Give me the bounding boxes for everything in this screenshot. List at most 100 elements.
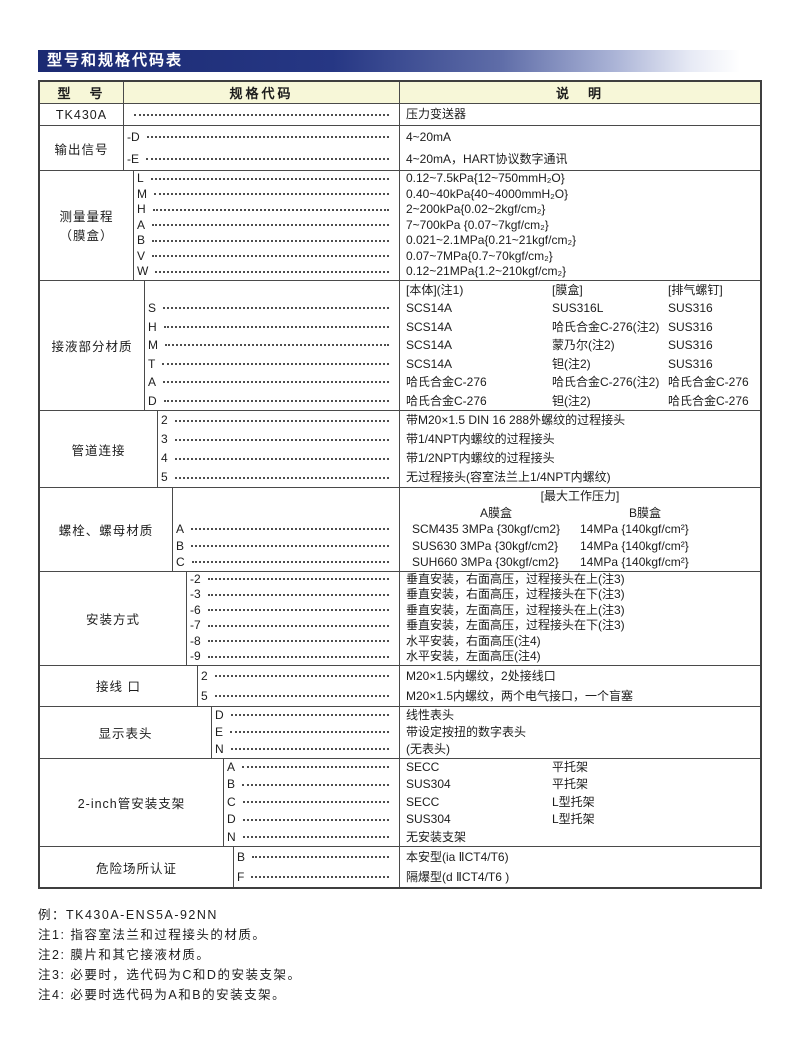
code-value: V bbox=[137, 248, 146, 263]
desc-row: 0.12~7.5kPa{12~750mmH₂O} bbox=[406, 171, 565, 185]
leader-dots bbox=[191, 544, 389, 547]
leader-dots bbox=[207, 655, 389, 658]
code-column: -2 -3 -6 -7 -8 -9 bbox=[187, 572, 399, 665]
leader-dots bbox=[152, 224, 389, 227]
desc-row: SUS304 L型托架 bbox=[400, 811, 760, 829]
code-value: -9 bbox=[190, 649, 201, 663]
spec-table: 型 号 规格代码 说 明 TK430A 压力变送器 输出信号 -D -E 4~2… bbox=[38, 80, 762, 889]
code-row: V bbox=[134, 249, 399, 265]
leader-dots bbox=[207, 640, 389, 643]
desc-row: 哈氏合金C-276 哈氏合金C-276(注2) 哈氏合金C-276 bbox=[400, 373, 760, 392]
code-row: -3 bbox=[187, 587, 399, 603]
code-value: -6 bbox=[190, 602, 201, 617]
code-row: H bbox=[134, 202, 399, 218]
section-mounting-bracket: 2-inch管安装支架 A B C D N SECC 平托架 SUS304 平托架 … bbox=[40, 757, 760, 847]
pressure-b: 14MPa {140kgf/cm²} bbox=[580, 538, 689, 553]
code-value: A bbox=[137, 217, 146, 232]
code-value: E bbox=[215, 724, 224, 739]
desc-row: 无安装支架 bbox=[400, 829, 760, 847]
code-value: 2 bbox=[201, 668, 208, 683]
leader-dots bbox=[152, 255, 389, 258]
code-column: -D -E bbox=[124, 126, 399, 170]
code-value: B bbox=[137, 233, 146, 247]
code-row: W bbox=[134, 264, 399, 280]
desc-row: SCS14A 蒙乃尔(注2) SUS316 bbox=[400, 336, 760, 355]
desc-row: SCS14A 钽(注2) SUS316 bbox=[400, 355, 760, 374]
code-row bbox=[124, 104, 399, 125]
code-value: 4 bbox=[161, 451, 168, 465]
code-value: M bbox=[148, 338, 158, 352]
code-row: C bbox=[224, 794, 399, 812]
desc-column: 带M20×1.5 DIN 16 288外螺纹的过程接头 带1/4NPT内螺纹的过… bbox=[399, 411, 760, 487]
bracket-material: SECC bbox=[406, 794, 440, 809]
desc-row: 带M20×1.5 DIN 16 288外螺纹的过程接头 bbox=[406, 413, 626, 427]
desc-row: 无过程接头(容室法兰上1/4NPT内螺纹) bbox=[406, 470, 611, 484]
material-vent: SUS316 bbox=[668, 319, 713, 334]
section-measuring-range: 测量量程 （膜盒） L M H A B V W 0.12~7.5kPa{12~7… bbox=[40, 170, 760, 280]
desc-row: 垂直安装，右面高压，过程接头在上(注3) bbox=[406, 571, 625, 586]
code-value: N bbox=[227, 829, 236, 844]
max-working-pressure-header: [最大工作压力] bbox=[540, 489, 620, 503]
pressure-a: SCM435 3MPa {30kgf/cm2} bbox=[412, 522, 561, 536]
code-column: L M H A B V W bbox=[134, 171, 399, 280]
code-column: 2 3 4 5 bbox=[158, 411, 399, 487]
code-row: F bbox=[234, 867, 399, 887]
code-row: C bbox=[173, 554, 399, 571]
desc-row: 7~700kPa {0.07~7kgf/cm₂} bbox=[406, 217, 549, 232]
code-row: 5 bbox=[158, 468, 399, 487]
code-row: S bbox=[145, 299, 399, 318]
code-row: B bbox=[224, 776, 399, 794]
desc-row: (无表头) bbox=[406, 741, 450, 756]
code-column: S H M T A D bbox=[145, 281, 399, 411]
material-body: SCS14A bbox=[406, 301, 453, 315]
bracket-type bbox=[552, 829, 760, 847]
desc-row: M20×1.5内螺纹，2处接线口 bbox=[406, 668, 556, 683]
code-value: M bbox=[137, 186, 147, 201]
leader-dots bbox=[242, 836, 389, 839]
desc-row: 4~20mA bbox=[406, 130, 452, 144]
bracket-material: 无安装支架 bbox=[406, 829, 467, 844]
material-body: SCS14A bbox=[406, 319, 453, 334]
code-value: 5 bbox=[161, 470, 168, 484]
leader-dots bbox=[230, 748, 389, 750]
section-label: 2-inch管安装支架 bbox=[40, 758, 224, 846]
desc-row: SECC L型托架 bbox=[400, 794, 760, 812]
code-column bbox=[124, 104, 399, 125]
desc-row: 带1/4NPT内螺纹的过程接头 bbox=[406, 432, 555, 446]
section-hazardous-certification: 危险场所认证 B F 本安型(ia ⅡCT4/T6) 隔爆型(d ⅡCT4/T6… bbox=[40, 846, 760, 887]
desc-row: 0.12~21MPa{1.2~210kgf/cm₂} bbox=[406, 264, 567, 278]
material-body: 哈氏合金C-276 bbox=[406, 375, 487, 389]
leader-dots bbox=[155, 270, 389, 273]
code-value: N bbox=[215, 741, 224, 756]
desc-row: 水平安装，左面高压(注4) bbox=[406, 649, 541, 663]
material-capsule: 钽(注2) bbox=[552, 393, 591, 408]
pressure-a: SUH660 3MPa {30kgf/cm2} bbox=[412, 555, 559, 569]
material-capsule: 钽(注2) bbox=[552, 356, 591, 371]
leader-dots bbox=[174, 438, 389, 441]
desc-row: 带1/2NPT内螺纹的过程接头 bbox=[406, 451, 555, 465]
code-row: B bbox=[234, 847, 399, 867]
code-row-blank bbox=[145, 281, 399, 300]
code-column: A B C D N bbox=[224, 759, 399, 847]
code-value: C bbox=[176, 555, 185, 569]
code-value: -E bbox=[127, 152, 139, 166]
code-row-blank bbox=[173, 488, 399, 505]
leader-dots bbox=[174, 419, 389, 422]
material-vent: SUS316 bbox=[668, 301, 713, 315]
header-code: 规格代码 bbox=[124, 82, 399, 103]
section-label: 安装方式 bbox=[40, 571, 187, 665]
desc-column: 垂直安装，右面高压，过程接头在上(注3) 垂直安装，右面高压，过程接头在下(注3… bbox=[399, 571, 760, 665]
desc-row: SUS630 3MPa {30kgf/cm2} 14MPa {140kgf/cm²… bbox=[400, 538, 760, 555]
desc-column: 0.12~7.5kPa{12~750mmH₂O} 0.40~40kPa{40~4… bbox=[399, 171, 760, 280]
leader-dots bbox=[163, 399, 389, 402]
code-value: S bbox=[148, 301, 157, 315]
code-row: N bbox=[224, 829, 399, 847]
footnotes: 例：TK430A-ENS5A-92NN 注1: 指容室法兰和过程接头的材质。 注… bbox=[38, 905, 762, 1005]
desc-row: M20×1.5内螺纹，两个电气接口，一个盲塞 bbox=[406, 688, 634, 703]
section-label-line1: 测量量程 bbox=[59, 210, 114, 225]
desc-row: SUH660 3MPa {30kgf/cm2} 14MPa {140kgf/cm²… bbox=[400, 554, 760, 571]
code-row: H bbox=[145, 318, 399, 337]
leader-dots bbox=[154, 193, 389, 196]
section-label: 危险场所认证 bbox=[40, 847, 234, 887]
